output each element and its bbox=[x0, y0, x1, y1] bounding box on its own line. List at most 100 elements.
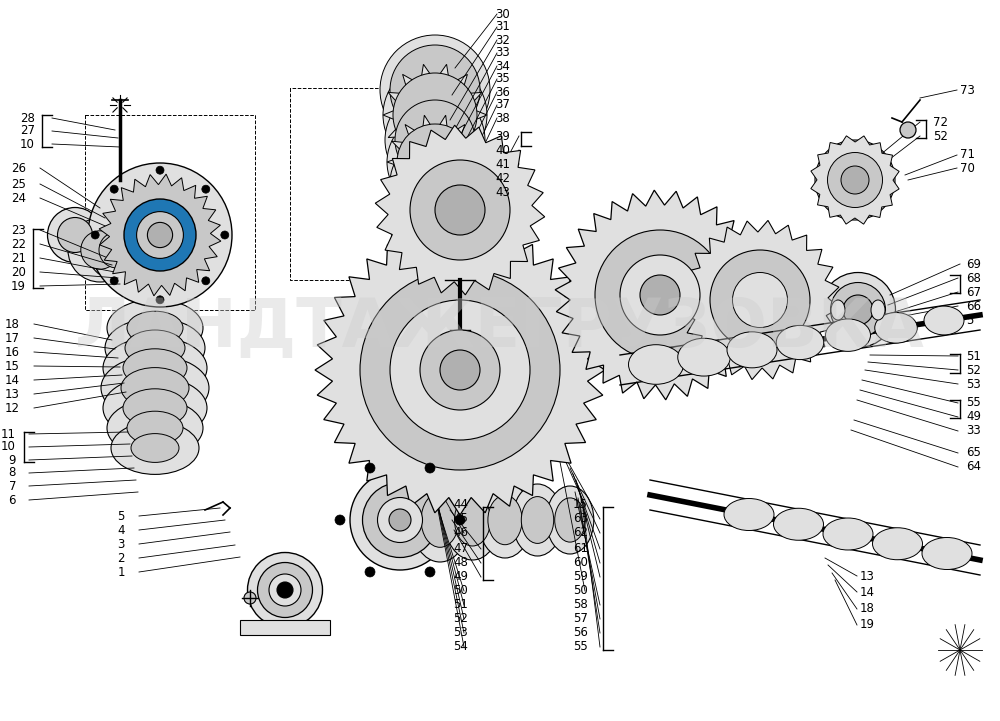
Ellipse shape bbox=[420, 330, 500, 410]
Ellipse shape bbox=[826, 319, 870, 351]
Text: 8: 8 bbox=[9, 466, 16, 479]
Text: 34: 34 bbox=[495, 60, 510, 73]
Circle shape bbox=[425, 567, 435, 577]
Text: 17: 17 bbox=[5, 332, 20, 345]
Ellipse shape bbox=[244, 592, 256, 604]
Ellipse shape bbox=[390, 45, 480, 135]
Text: 67: 67 bbox=[966, 286, 981, 298]
Text: 61: 61 bbox=[573, 542, 588, 555]
Text: 59: 59 bbox=[573, 570, 588, 583]
Ellipse shape bbox=[107, 399, 203, 457]
Ellipse shape bbox=[411, 478, 469, 562]
Ellipse shape bbox=[620, 255, 700, 335]
Ellipse shape bbox=[400, 188, 470, 258]
Text: 28: 28 bbox=[20, 112, 35, 125]
Polygon shape bbox=[390, 159, 480, 247]
Text: 15: 15 bbox=[5, 360, 20, 373]
Polygon shape bbox=[387, 115, 483, 209]
Text: 52: 52 bbox=[453, 613, 468, 626]
Ellipse shape bbox=[269, 574, 301, 606]
Text: 36: 36 bbox=[495, 86, 510, 99]
Circle shape bbox=[221, 231, 229, 239]
Text: 38: 38 bbox=[495, 112, 510, 125]
Text: 33: 33 bbox=[495, 46, 510, 60]
Text: 46: 46 bbox=[453, 526, 468, 539]
Polygon shape bbox=[680, 221, 840, 379]
Text: 40: 40 bbox=[495, 143, 510, 156]
Text: 39: 39 bbox=[495, 130, 510, 143]
Text: 13: 13 bbox=[860, 570, 875, 583]
Circle shape bbox=[335, 515, 345, 525]
Text: 44: 44 bbox=[453, 498, 468, 511]
Text: 70: 70 bbox=[960, 162, 975, 174]
Text: 33: 33 bbox=[966, 425, 981, 438]
Text: 14: 14 bbox=[5, 373, 20, 386]
Text: 72: 72 bbox=[933, 115, 948, 128]
Text: 62: 62 bbox=[573, 526, 588, 539]
Text: 53: 53 bbox=[453, 627, 468, 640]
Ellipse shape bbox=[99, 232, 135, 268]
Circle shape bbox=[365, 567, 375, 577]
Ellipse shape bbox=[400, 148, 470, 218]
Ellipse shape bbox=[872, 528, 922, 559]
Ellipse shape bbox=[81, 231, 119, 269]
Ellipse shape bbox=[776, 325, 824, 360]
Ellipse shape bbox=[390, 178, 480, 268]
Text: 5: 5 bbox=[966, 314, 973, 327]
Text: 52: 52 bbox=[933, 130, 948, 143]
Ellipse shape bbox=[512, 484, 563, 556]
Ellipse shape bbox=[393, 243, 477, 327]
Ellipse shape bbox=[87, 220, 147, 280]
Ellipse shape bbox=[595, 230, 725, 360]
Text: 19: 19 bbox=[860, 619, 875, 632]
Ellipse shape bbox=[390, 140, 530, 280]
Ellipse shape bbox=[103, 377, 207, 439]
Text: 64: 64 bbox=[966, 461, 981, 474]
Text: 21: 21 bbox=[11, 252, 26, 265]
Ellipse shape bbox=[107, 299, 203, 357]
Text: 15: 15 bbox=[573, 498, 588, 511]
Text: 51: 51 bbox=[966, 350, 981, 363]
Ellipse shape bbox=[391, 199, 479, 287]
Text: 63: 63 bbox=[573, 513, 588, 526]
Text: 12: 12 bbox=[5, 402, 20, 415]
Text: 58: 58 bbox=[573, 598, 588, 611]
Ellipse shape bbox=[378, 497, 422, 542]
Text: 55: 55 bbox=[966, 397, 981, 410]
Ellipse shape bbox=[385, 90, 485, 190]
Polygon shape bbox=[391, 200, 479, 286]
Ellipse shape bbox=[710, 250, 810, 350]
Text: 18: 18 bbox=[860, 603, 875, 616]
Text: 56: 56 bbox=[573, 627, 588, 640]
Ellipse shape bbox=[841, 166, 869, 194]
Ellipse shape bbox=[147, 222, 173, 247]
Text: 54: 54 bbox=[453, 640, 468, 653]
Text: 22: 22 bbox=[11, 237, 26, 250]
Ellipse shape bbox=[724, 498, 774, 531]
Ellipse shape bbox=[127, 411, 183, 445]
Ellipse shape bbox=[390, 300, 530, 440]
Text: 25: 25 bbox=[11, 177, 26, 190]
Text: 50: 50 bbox=[573, 585, 588, 598]
Polygon shape bbox=[315, 225, 605, 515]
Ellipse shape bbox=[393, 73, 477, 157]
Text: 43: 43 bbox=[495, 185, 510, 198]
Ellipse shape bbox=[111, 422, 199, 474]
Ellipse shape bbox=[395, 100, 475, 180]
Text: 1: 1 bbox=[118, 565, 125, 578]
Circle shape bbox=[425, 463, 435, 473]
Text: 24: 24 bbox=[11, 192, 26, 205]
Ellipse shape bbox=[629, 345, 684, 384]
Text: 35: 35 bbox=[495, 73, 510, 86]
Polygon shape bbox=[811, 136, 899, 224]
Text: 49: 49 bbox=[453, 570, 468, 583]
Ellipse shape bbox=[124, 199, 196, 271]
Text: 52: 52 bbox=[966, 363, 981, 376]
Text: 2: 2 bbox=[118, 552, 125, 565]
Text: 53: 53 bbox=[966, 378, 981, 391]
Polygon shape bbox=[99, 174, 221, 296]
Ellipse shape bbox=[393, 276, 477, 360]
Ellipse shape bbox=[401, 229, 469, 297]
Ellipse shape bbox=[843, 295, 873, 325]
Text: 49: 49 bbox=[966, 410, 981, 423]
